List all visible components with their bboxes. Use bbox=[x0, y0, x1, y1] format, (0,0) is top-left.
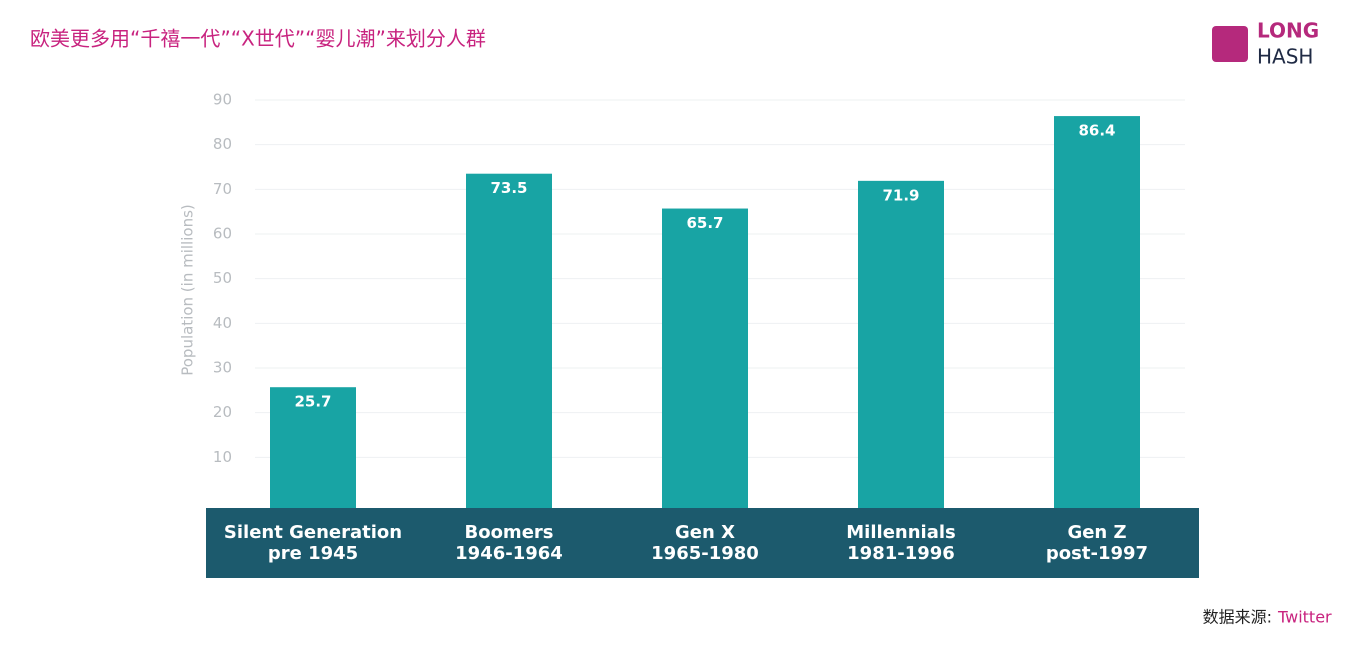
logo-text: HASH bbox=[1257, 45, 1313, 69]
bar bbox=[662, 208, 748, 511]
bar bbox=[858, 180, 944, 510]
value-label: 73.5 bbox=[490, 179, 527, 197]
y-tick-label: 90 bbox=[213, 91, 232, 109]
y-tick-label: 50 bbox=[213, 269, 232, 287]
x-tick-label: Millennials bbox=[846, 522, 955, 543]
x-tick-label: post-1997 bbox=[1046, 543, 1148, 564]
x-tick-label: Gen Z bbox=[1067, 522, 1126, 543]
x-tick-label: Silent Generation bbox=[224, 522, 402, 543]
y-axis-label: Population (in millions) bbox=[179, 204, 197, 376]
x-tick-label: 1981-1996 bbox=[847, 543, 955, 564]
value-label: 65.7 bbox=[686, 214, 723, 232]
y-tick-label: 70 bbox=[213, 180, 232, 198]
logo-icon bbox=[1212, 26, 1248, 62]
y-tick-label: 80 bbox=[213, 135, 232, 153]
x-tick-label: Gen X bbox=[675, 522, 735, 543]
category-band bbox=[206, 508, 1199, 578]
value-label: 25.7 bbox=[294, 393, 331, 411]
x-tick-label: pre 1945 bbox=[268, 543, 358, 564]
logo: LONG HASH bbox=[1212, 19, 1319, 69]
x-tick-label: Boomers bbox=[464, 522, 553, 543]
y-tick-label: 10 bbox=[213, 448, 232, 466]
x-tick-label: 1965-1980 bbox=[651, 543, 759, 564]
logo-text: LONG bbox=[1257, 19, 1319, 43]
y-tick-label: 20 bbox=[213, 403, 232, 421]
chart-title: 欧美更多用“千禧一代”“X世代”“婴儿潮”来划分人群 bbox=[30, 27, 486, 51]
y-tick-label: 30 bbox=[213, 359, 232, 377]
x-tick-label: 1946-1964 bbox=[455, 543, 563, 564]
source-name: Twitter bbox=[1277, 608, 1332, 627]
source-label: 数据来源: bbox=[1203, 608, 1272, 627]
y-tick-label: 40 bbox=[213, 314, 232, 332]
bar bbox=[466, 173, 552, 510]
value-label: 86.4 bbox=[1078, 122, 1115, 140]
value-label: 71.9 bbox=[882, 186, 919, 204]
bar bbox=[1054, 116, 1140, 510]
y-tick-label: 60 bbox=[213, 225, 232, 243]
bar bbox=[270, 387, 356, 510]
